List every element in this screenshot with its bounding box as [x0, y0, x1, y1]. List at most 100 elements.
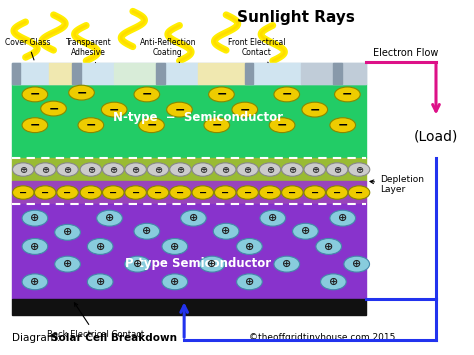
Bar — [72, 62, 81, 84]
Text: −: − — [337, 119, 348, 132]
Text: ⊕: ⊕ — [170, 241, 180, 251]
Ellipse shape — [87, 239, 113, 255]
Text: ⊕: ⊕ — [352, 259, 361, 269]
Text: Anti-Reflection
Coating: Anti-Reflection Coating — [139, 38, 196, 62]
Bar — [77, 62, 114, 84]
Ellipse shape — [237, 186, 258, 199]
Text: ⊕: ⊕ — [338, 213, 347, 223]
Ellipse shape — [304, 186, 326, 199]
Text: −: − — [64, 187, 72, 197]
Text: ⊕: ⊕ — [282, 259, 292, 269]
Text: Electron Flow: Electron Flow — [373, 48, 438, 58]
Text: ⊕: ⊕ — [63, 259, 72, 269]
Text: ⊕: ⊕ — [142, 226, 152, 236]
Text: ⊕: ⊕ — [266, 165, 274, 175]
Ellipse shape — [102, 186, 124, 199]
Ellipse shape — [134, 223, 160, 239]
Ellipse shape — [316, 239, 342, 255]
Ellipse shape — [259, 163, 281, 176]
Ellipse shape — [344, 256, 370, 272]
Ellipse shape — [282, 163, 303, 176]
Text: −: − — [277, 119, 287, 132]
Ellipse shape — [22, 210, 48, 226]
Text: −: − — [310, 187, 319, 197]
Text: ⊕: ⊕ — [333, 165, 341, 175]
Text: ⊕: ⊕ — [221, 226, 231, 236]
Bar — [245, 62, 253, 84]
Text: −: − — [310, 103, 320, 116]
Ellipse shape — [237, 274, 262, 290]
Ellipse shape — [35, 186, 56, 199]
Text: ⊕: ⊕ — [19, 165, 27, 175]
Text: Front Electrical
Contact: Front Electrical Contact — [228, 38, 285, 62]
Text: −: − — [48, 102, 59, 115]
Ellipse shape — [274, 256, 300, 272]
Ellipse shape — [41, 101, 66, 116]
Text: −: − — [30, 119, 40, 132]
Text: −: − — [282, 88, 292, 101]
Text: ⊕: ⊕ — [324, 241, 333, 251]
Ellipse shape — [192, 163, 213, 176]
Ellipse shape — [134, 87, 160, 102]
Text: ⊕: ⊕ — [245, 241, 254, 251]
Text: N-type  −  Semiconductor: N-type − Semiconductor — [113, 111, 283, 124]
Text: ⊕: ⊕ — [310, 165, 319, 175]
Text: Cover Glass: Cover Glass — [5, 38, 51, 60]
Ellipse shape — [302, 102, 328, 117]
Ellipse shape — [22, 239, 48, 255]
Text: ⊕: ⊕ — [63, 227, 72, 237]
Ellipse shape — [237, 239, 262, 255]
Text: Depletion
Layer: Depletion Layer — [370, 175, 424, 194]
Text: ⊕: ⊕ — [87, 165, 95, 175]
Ellipse shape — [125, 163, 146, 176]
Text: ⊕: ⊕ — [154, 165, 162, 175]
Ellipse shape — [125, 186, 146, 199]
Ellipse shape — [147, 163, 169, 176]
Text: ⊕: ⊕ — [301, 226, 310, 236]
Bar — [161, 62, 198, 84]
Ellipse shape — [170, 163, 191, 176]
Ellipse shape — [259, 186, 281, 199]
Ellipse shape — [170, 186, 191, 199]
Ellipse shape — [209, 87, 234, 102]
Bar — [156, 62, 164, 84]
Ellipse shape — [12, 186, 34, 199]
Text: −: − — [109, 187, 117, 197]
Text: Back Electrical Contact: Back Electrical Contact — [46, 303, 144, 339]
Ellipse shape — [102, 163, 124, 176]
Text: ⊕: ⊕ — [64, 165, 72, 175]
Ellipse shape — [57, 163, 78, 176]
Ellipse shape — [282, 186, 303, 199]
Ellipse shape — [22, 87, 48, 102]
Text: ⊕: ⊕ — [199, 165, 207, 175]
Text: ⊕: ⊕ — [41, 165, 49, 175]
Ellipse shape — [192, 186, 213, 199]
Ellipse shape — [204, 118, 229, 132]
Ellipse shape — [199, 256, 225, 272]
Text: −: − — [142, 88, 152, 101]
Ellipse shape — [348, 163, 370, 176]
Ellipse shape — [22, 274, 48, 290]
Text: ⊕: ⊕ — [95, 241, 105, 251]
Text: Diagram:: Diagram: — [11, 333, 64, 343]
Ellipse shape — [147, 186, 169, 199]
Text: ⊕: ⊕ — [133, 259, 142, 269]
Ellipse shape — [87, 274, 113, 290]
Text: ⊕: ⊕ — [95, 277, 105, 287]
Bar — [249, 62, 301, 84]
Text: −: − — [355, 187, 363, 197]
Ellipse shape — [97, 210, 122, 226]
Text: −: − — [87, 187, 95, 197]
Text: P-type Semiconductor: P-type Semiconductor — [125, 257, 271, 270]
Text: Solar Cell Breakdown: Solar Cell Breakdown — [51, 333, 177, 343]
Ellipse shape — [35, 163, 56, 176]
Ellipse shape — [78, 118, 104, 132]
Bar — [11, 181, 366, 204]
Ellipse shape — [330, 118, 356, 132]
Text: −: − — [30, 88, 40, 101]
Ellipse shape — [22, 118, 48, 132]
Text: −: − — [146, 119, 157, 132]
Text: −: − — [244, 187, 252, 197]
Text: ⊕: ⊕ — [30, 241, 40, 251]
Ellipse shape — [181, 210, 206, 226]
